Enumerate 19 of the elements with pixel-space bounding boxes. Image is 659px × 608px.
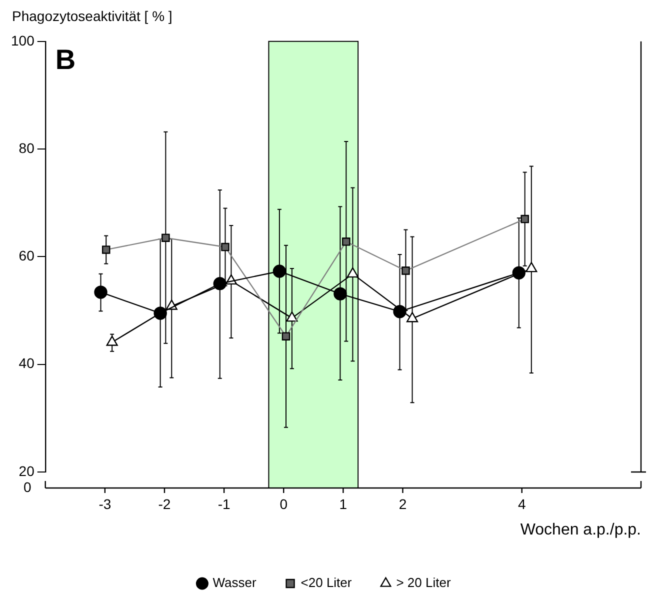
x-tick-label: -2 — [158, 496, 171, 512]
x-axis-title: Wochen a.p./p.p. — [520, 521, 641, 538]
annotation: B — [55, 44, 76, 76]
x-tick-label: 1 — [339, 496, 348, 512]
x-tick-label: 0 — [280, 496, 288, 512]
x-tick-label: 2 — [398, 496, 407, 512]
legend-label: <20 Liter — [300, 575, 352, 590]
legend-label: Wasser — [212, 575, 257, 590]
y-tick-label: 60 — [18, 248, 35, 264]
y-tick-label: 100 — [11, 32, 35, 48]
y-tick-label: 80 — [18, 140, 35, 156]
x-tick-label: -1 — [218, 496, 230, 512]
text: 0 — [24, 478, 32, 495]
x-tick-label: -3 — [98, 496, 112, 512]
y-tick-label: 40 — [18, 355, 35, 372]
legend-label: > 20 Liter — [396, 575, 452, 590]
x-tick-label: 4 — [518, 496, 526, 512]
y-tick-label: 20 — [18, 462, 35, 479]
y-axis-title: Phagozytoseaktivität [ % ] — [11, 8, 174, 26]
